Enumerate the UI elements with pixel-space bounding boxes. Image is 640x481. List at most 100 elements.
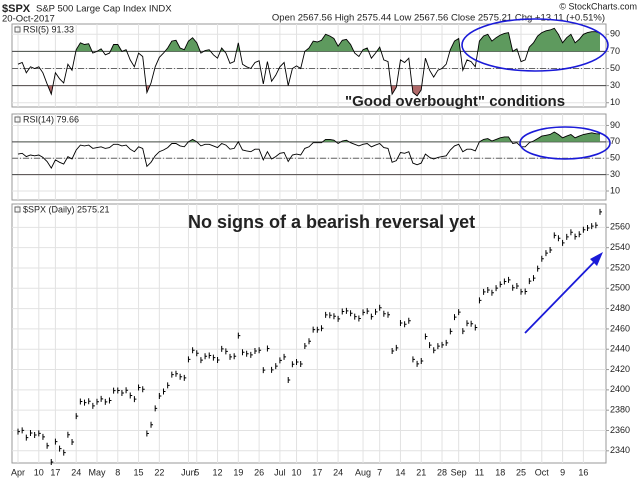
x-tick-label: 14 xyxy=(395,467,405,477)
y-tick-label: 2500 xyxy=(610,283,630,293)
x-tick-label: 15 xyxy=(134,467,144,477)
price-bar xyxy=(404,321,407,328)
price-bar xyxy=(470,320,474,327)
price-bar xyxy=(275,363,278,370)
x-tick-label: 18 xyxy=(495,467,505,477)
price-bar xyxy=(271,366,274,373)
price-bar xyxy=(96,398,99,405)
price-bar xyxy=(491,289,494,296)
y-tick-label: 2340 xyxy=(610,445,630,455)
annotation: No signs of a bearish reversal yet xyxy=(188,212,475,232)
price-bar xyxy=(175,370,178,377)
price-bar xyxy=(553,232,557,239)
x-tick-label: 24 xyxy=(333,467,343,477)
price-bar xyxy=(474,324,478,331)
y-tick-label: 90 xyxy=(610,29,620,39)
y-tick-label: 2420 xyxy=(610,364,630,374)
highlight-ellipse xyxy=(519,126,611,160)
price-bar xyxy=(50,459,54,466)
panel-label: $SPX (Daily) 2575.21 xyxy=(23,204,110,214)
price-bar xyxy=(233,353,237,360)
price-bar xyxy=(250,351,253,358)
price-bar xyxy=(483,288,486,295)
price-bar xyxy=(84,399,87,406)
price-bar xyxy=(487,286,490,293)
panel xyxy=(11,203,607,464)
price-bar xyxy=(75,413,79,420)
price-bar xyxy=(200,357,203,364)
price-bar xyxy=(320,325,324,332)
price-bar xyxy=(146,430,149,437)
price-bar xyxy=(462,328,465,335)
price-bar xyxy=(21,427,25,434)
label-icon xyxy=(14,26,21,33)
price-bar xyxy=(362,309,366,316)
y-tick-label: 2460 xyxy=(610,323,630,333)
x-tick-label: 28 xyxy=(437,467,447,477)
price-bar xyxy=(341,308,345,315)
price-bar xyxy=(88,398,91,405)
y-tick-label: 90 xyxy=(610,120,620,130)
y-tick-label: 2540 xyxy=(610,242,630,252)
y-tick-label: 30 xyxy=(610,80,620,90)
y-tick-label: 2400 xyxy=(610,384,630,394)
price-bar xyxy=(308,338,311,345)
x-tick-label: 19 xyxy=(233,467,243,477)
price-bar xyxy=(516,283,519,290)
price-bar xyxy=(67,431,70,438)
price-bar xyxy=(217,357,220,364)
x-tick-label: Jun xyxy=(181,467,196,477)
price-bar xyxy=(100,395,104,402)
x-tick-label: 26 xyxy=(254,467,264,477)
overbought-fill xyxy=(18,28,600,52)
copyright: © StockCharts.com xyxy=(559,1,637,11)
index-name: S&P 500 Large Cap Index INDX xyxy=(36,4,172,15)
price-bar xyxy=(503,278,507,285)
y-tick-label: 10 xyxy=(610,185,620,195)
price-bar xyxy=(312,326,316,333)
price-bar xyxy=(333,313,336,320)
price-bar xyxy=(133,396,137,403)
price-bar xyxy=(291,361,295,368)
x-tick-label: Sep xyxy=(451,467,467,477)
x-tick-label: May xyxy=(88,467,106,477)
price-bar xyxy=(570,229,573,236)
price-bar xyxy=(512,284,515,291)
price-bar xyxy=(532,275,536,282)
price-bar xyxy=(229,353,233,360)
price-bar xyxy=(383,310,386,317)
price-bar xyxy=(129,392,133,399)
price-bar xyxy=(254,347,257,354)
x-tick-label: Jul xyxy=(274,467,286,477)
price-bar xyxy=(108,397,112,404)
price-bar xyxy=(125,387,129,394)
price-bar xyxy=(63,449,66,456)
label-icon xyxy=(14,206,21,213)
x-tick-label: 22 xyxy=(154,467,164,477)
price-bar xyxy=(208,352,212,359)
price-bar xyxy=(283,353,287,360)
price-bar xyxy=(221,345,224,352)
price-bar xyxy=(187,356,191,363)
price-bar xyxy=(142,386,145,393)
price-bar xyxy=(163,388,166,395)
price-bar xyxy=(466,320,469,327)
price-bar xyxy=(545,250,548,257)
price-bar xyxy=(117,387,120,394)
price-bar xyxy=(370,313,374,320)
y-tick-label: 2380 xyxy=(610,405,630,415)
price-bar xyxy=(358,315,361,322)
rsi-line xyxy=(17,27,601,97)
price-bar xyxy=(557,235,561,242)
price-bar xyxy=(258,347,262,354)
symbol: $SPX xyxy=(2,3,31,15)
x-tick-label: Apr xyxy=(11,467,25,477)
price-bar xyxy=(262,367,266,374)
y-tick-label: 70 xyxy=(610,136,620,146)
y-tick-label: 2480 xyxy=(610,303,630,313)
price-bar xyxy=(408,317,411,324)
price-bar xyxy=(225,348,228,355)
price-bar xyxy=(212,354,216,361)
price-bar xyxy=(379,304,382,311)
price-bar xyxy=(437,343,440,350)
